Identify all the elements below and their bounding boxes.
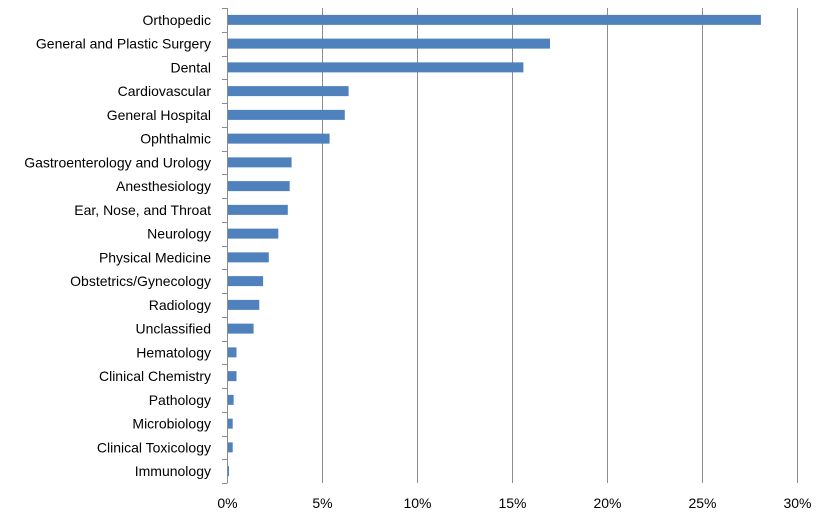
bar xyxy=(228,394,234,405)
x-tick-label: 15% xyxy=(498,495,526,511)
bar xyxy=(228,466,229,477)
category-label: Obstetrics/Gynecology xyxy=(70,273,211,289)
x-tick-label: 0% xyxy=(217,495,237,511)
gridlines xyxy=(222,8,798,484)
category-label: Ophthalmic xyxy=(140,131,211,147)
bar xyxy=(228,418,233,429)
bar xyxy=(228,371,237,382)
bar xyxy=(228,204,288,215)
bar xyxy=(228,14,761,25)
bar xyxy=(228,299,260,310)
bar xyxy=(228,181,290,192)
x-tick-label: 20% xyxy=(593,495,621,511)
category-label: Clinical Toxicology xyxy=(97,439,211,455)
x-tick-label: 30% xyxy=(783,495,811,511)
category-label: Pathology xyxy=(149,392,211,408)
category-label: Radiology xyxy=(149,297,211,313)
category-label: Clinical Chemistry xyxy=(99,368,211,384)
category-label: Anesthesiology xyxy=(116,178,211,194)
bar xyxy=(228,86,349,97)
bar xyxy=(228,38,550,49)
category-label: Physical Medicine xyxy=(99,249,211,265)
bars xyxy=(228,14,761,477)
bar xyxy=(228,157,292,168)
x-tick-label: 25% xyxy=(688,495,716,511)
category-label: Unclassified xyxy=(136,321,211,337)
category-label: Ear, Nose, and Throat xyxy=(74,202,211,218)
bar xyxy=(228,133,330,144)
category-label: General Hospital xyxy=(107,107,211,123)
bar xyxy=(228,252,269,263)
category-label: Gastroenterology and Urology xyxy=(24,154,211,170)
x-tick-label: 10% xyxy=(403,495,431,511)
category-label: Cardiovascular xyxy=(118,83,212,99)
x-tick-label: 5% xyxy=(312,495,332,511)
category-label: Hematology xyxy=(136,344,211,360)
category-labels: Orthopedic General and Plastic Surgery Den… xyxy=(24,12,211,479)
bar xyxy=(228,442,233,453)
bar xyxy=(228,228,279,239)
category-label: Orthopedic xyxy=(143,12,211,28)
bar xyxy=(228,323,254,334)
category-label: Neurology xyxy=(147,226,211,242)
category-label: General and Plastic Surgery xyxy=(36,36,211,52)
bar xyxy=(228,62,524,73)
x-tick-labels: 0% 5% 10% 15% 20% 25% 30% xyxy=(217,495,811,511)
category-label: Immunology xyxy=(135,463,211,479)
bar xyxy=(228,109,345,120)
bar xyxy=(228,276,264,287)
category-label: Dental xyxy=(171,59,211,75)
category-label: Microbiology xyxy=(132,416,211,432)
bar xyxy=(228,347,237,358)
